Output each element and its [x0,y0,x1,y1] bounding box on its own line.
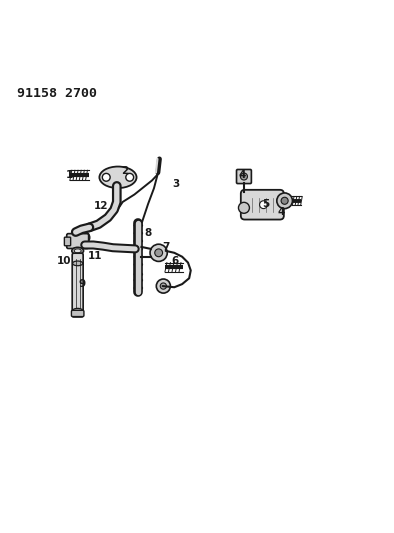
FancyBboxPatch shape [241,190,284,220]
Ellipse shape [134,231,143,235]
Ellipse shape [134,223,143,228]
Ellipse shape [134,286,143,290]
Text: 7: 7 [162,242,169,252]
Ellipse shape [134,239,143,243]
Text: 1: 1 [66,169,73,180]
Text: 4: 4 [277,207,285,217]
Text: 11: 11 [88,251,102,261]
FancyBboxPatch shape [64,237,71,246]
Text: 4: 4 [238,169,246,180]
Ellipse shape [134,278,143,282]
Circle shape [156,279,170,293]
Text: 2: 2 [121,166,128,176]
Ellipse shape [134,247,143,251]
Ellipse shape [72,309,83,313]
Circle shape [155,249,163,257]
Circle shape [238,203,249,213]
Circle shape [77,231,90,244]
Circle shape [160,283,167,289]
Text: 5: 5 [262,199,269,209]
FancyBboxPatch shape [71,310,84,317]
Ellipse shape [134,255,143,259]
Text: 6: 6 [172,256,179,265]
Circle shape [260,201,268,208]
Circle shape [277,193,292,208]
Text: 3: 3 [172,179,179,189]
FancyBboxPatch shape [72,253,83,317]
Circle shape [150,244,167,261]
Ellipse shape [72,261,83,266]
Ellipse shape [134,263,143,266]
Ellipse shape [74,249,81,253]
Text: 91158 2700: 91158 2700 [17,86,97,100]
Circle shape [240,173,247,180]
FancyBboxPatch shape [67,233,89,248]
Text: 12: 12 [94,201,108,211]
Text: 9: 9 [78,279,85,289]
Ellipse shape [99,166,137,188]
Text: 8: 8 [145,228,152,238]
Ellipse shape [72,247,84,254]
Circle shape [126,173,134,181]
Text: 10: 10 [57,256,71,265]
Circle shape [281,197,288,204]
Circle shape [102,173,110,181]
FancyBboxPatch shape [236,169,251,183]
Ellipse shape [134,272,143,276]
